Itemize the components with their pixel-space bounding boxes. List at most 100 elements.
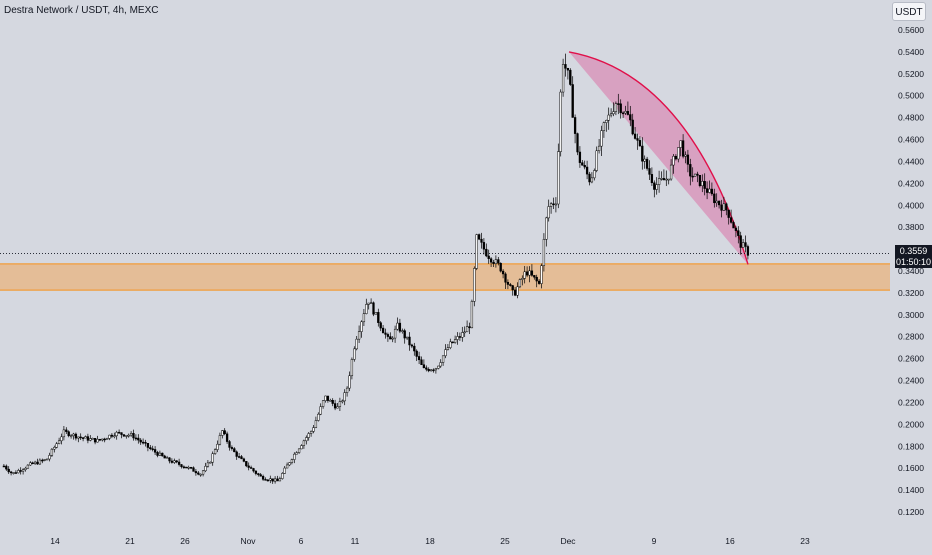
candle-body: [146, 443, 150, 448]
candle-body: [405, 336, 409, 339]
candle-body: [504, 273, 507, 283]
candle-body: [17, 470, 20, 474]
candle-body: [597, 145, 601, 152]
candle-body: [305, 437, 308, 442]
candle-body: [518, 279, 522, 288]
candle-body: [177, 461, 181, 465]
candle-body: [569, 69, 572, 85]
candle-body: [187, 467, 190, 469]
candle-body: [679, 140, 682, 148]
candle-body: [21, 469, 25, 472]
candle-body: [432, 369, 435, 372]
candle-body: [489, 258, 493, 263]
candle-body: [249, 467, 253, 469]
y-axis-tick-label: 0.4000: [898, 200, 924, 210]
candle-body: [288, 462, 291, 466]
candle-body: [225, 433, 229, 442]
candle-body: [600, 130, 603, 147]
candle-body: [41, 459, 44, 462]
candle-body: [105, 438, 109, 440]
candle-body: [480, 238, 483, 243]
candle-body: [427, 369, 430, 372]
candle-body: [312, 427, 315, 432]
candle-body: [372, 302, 375, 315]
x-axis-tick-label: 16: [725, 536, 735, 546]
candle-body: [422, 364, 426, 369]
candle-body: [259, 474, 262, 477]
candle-body: [374, 312, 378, 315]
candle-body: [703, 181, 706, 189]
candle-body: [434, 368, 438, 371]
candle-body: [98, 438, 102, 441]
currency-button[interactable]: USDT: [892, 2, 926, 21]
candle-body: [710, 188, 714, 195]
candle-body: [487, 255, 490, 259]
candle-body: [686, 154, 690, 165]
candle-body: [377, 312, 380, 323]
candle-body: [413, 345, 416, 352]
candle-body: [444, 349, 447, 357]
candle-body: [717, 200, 721, 206]
candle-body: [117, 431, 121, 434]
candle-body: [276, 478, 279, 482]
candle-body: [252, 468, 255, 472]
candle-body: [72, 433, 75, 436]
candle-body: [501, 270, 505, 275]
candle-body: [470, 301, 474, 329]
candle-body: [693, 173, 697, 177]
y-axis-tick-label: 0.5000: [898, 91, 924, 101]
candle-body: [204, 465, 207, 472]
candle-body: [614, 103, 618, 112]
candle-body: [533, 275, 536, 278]
y-axis-tick-label: 0.3400: [898, 266, 924, 276]
candle-body: [609, 113, 613, 116]
candle-body: [213, 449, 217, 454]
candle-body: [564, 64, 567, 69]
candle-body: [453, 339, 457, 343]
candle-body: [240, 456, 243, 460]
candle-body: [7, 468, 10, 473]
candle-body: [125, 435, 128, 437]
candle-body: [655, 184, 658, 190]
candle-body: [537, 280, 541, 284]
y-axis-tick-label: 0.2000: [898, 419, 924, 429]
candle-body: [237, 456, 241, 458]
candle-body: [153, 449, 157, 453]
candle-body: [672, 155, 675, 166]
candle-body: [2, 465, 6, 468]
candle-body: [681, 140, 685, 157]
candle-body: [516, 286, 519, 296]
y-axis-tick-label: 0.4800: [898, 113, 924, 123]
candle-body: [744, 242, 747, 247]
candle-body: [101, 438, 104, 441]
candle-body: [732, 222, 735, 229]
x-axis-tick-label: 23: [800, 536, 810, 546]
candle-body: [45, 458, 49, 461]
candle-body: [636, 138, 639, 141]
candle-body: [415, 350, 418, 357]
candle-body: [324, 395, 327, 401]
candle-body: [629, 114, 632, 121]
candle-body: [69, 435, 73, 437]
candle-body: [211, 453, 214, 463]
candle-body: [353, 348, 356, 360]
y-axis-tick-label: 0.5400: [898, 47, 924, 57]
candle-body: [48, 455, 51, 460]
candle-body: [465, 326, 469, 333]
candle-body: [540, 265, 543, 284]
candle-body: [739, 235, 742, 248]
y-axis-tick-label: 0.3200: [898, 288, 924, 298]
candle-body: [29, 462, 32, 466]
candle-body: [722, 203, 726, 211]
candle-body: [261, 476, 265, 480]
candle-body: [170, 460, 174, 463]
candle-body: [523, 271, 526, 279]
candle-body: [638, 140, 642, 147]
candle-body: [446, 347, 450, 350]
candle-body: [511, 285, 514, 291]
candle-body: [33, 461, 37, 464]
candle-body: [57, 440, 61, 444]
candle-body: [134, 437, 138, 440]
